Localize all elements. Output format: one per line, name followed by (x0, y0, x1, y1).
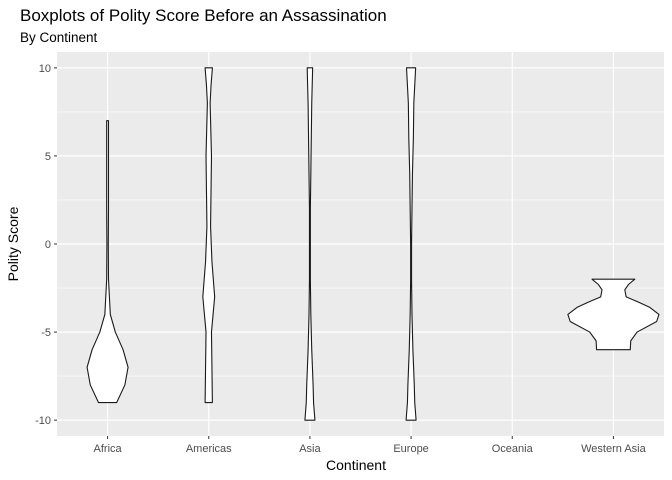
x-axis-title: Continent (326, 457, 386, 473)
x-tick-label: Americas (186, 443, 232, 455)
x-tick-label: Europe (393, 443, 428, 455)
violins (86, 67, 660, 421)
violin-europe (405, 67, 417, 421)
violin-americas (202, 67, 216, 404)
violin-africa (86, 120, 129, 404)
y-tick-label: -10 (35, 415, 51, 427)
chart-subtitle: By Continent (20, 30, 98, 45)
x-tick-label: Oceania (492, 443, 534, 455)
x-tick-label: Asia (299, 443, 321, 455)
y-tick-label: 5 (45, 151, 51, 163)
y-tick-label: -5 (41, 327, 51, 339)
violin-asia (304, 67, 316, 421)
violin-western-asia (567, 278, 660, 351)
y-tick-label: 10 (39, 63, 51, 75)
y-tick-label: 0 (45, 239, 51, 251)
chart-title: Boxplots of Polity Score Before an Assas… (20, 6, 387, 25)
x-tick-label: Africa (94, 443, 123, 455)
x-axis: Africa Americas Asia Europe Oceania Western A… (94, 436, 647, 455)
y-axis-title: Polity Score (5, 206, 21, 281)
y-axis: -10 -5 0 5 10 (35, 63, 57, 427)
x-tick-label: Western Asia (581, 443, 646, 455)
